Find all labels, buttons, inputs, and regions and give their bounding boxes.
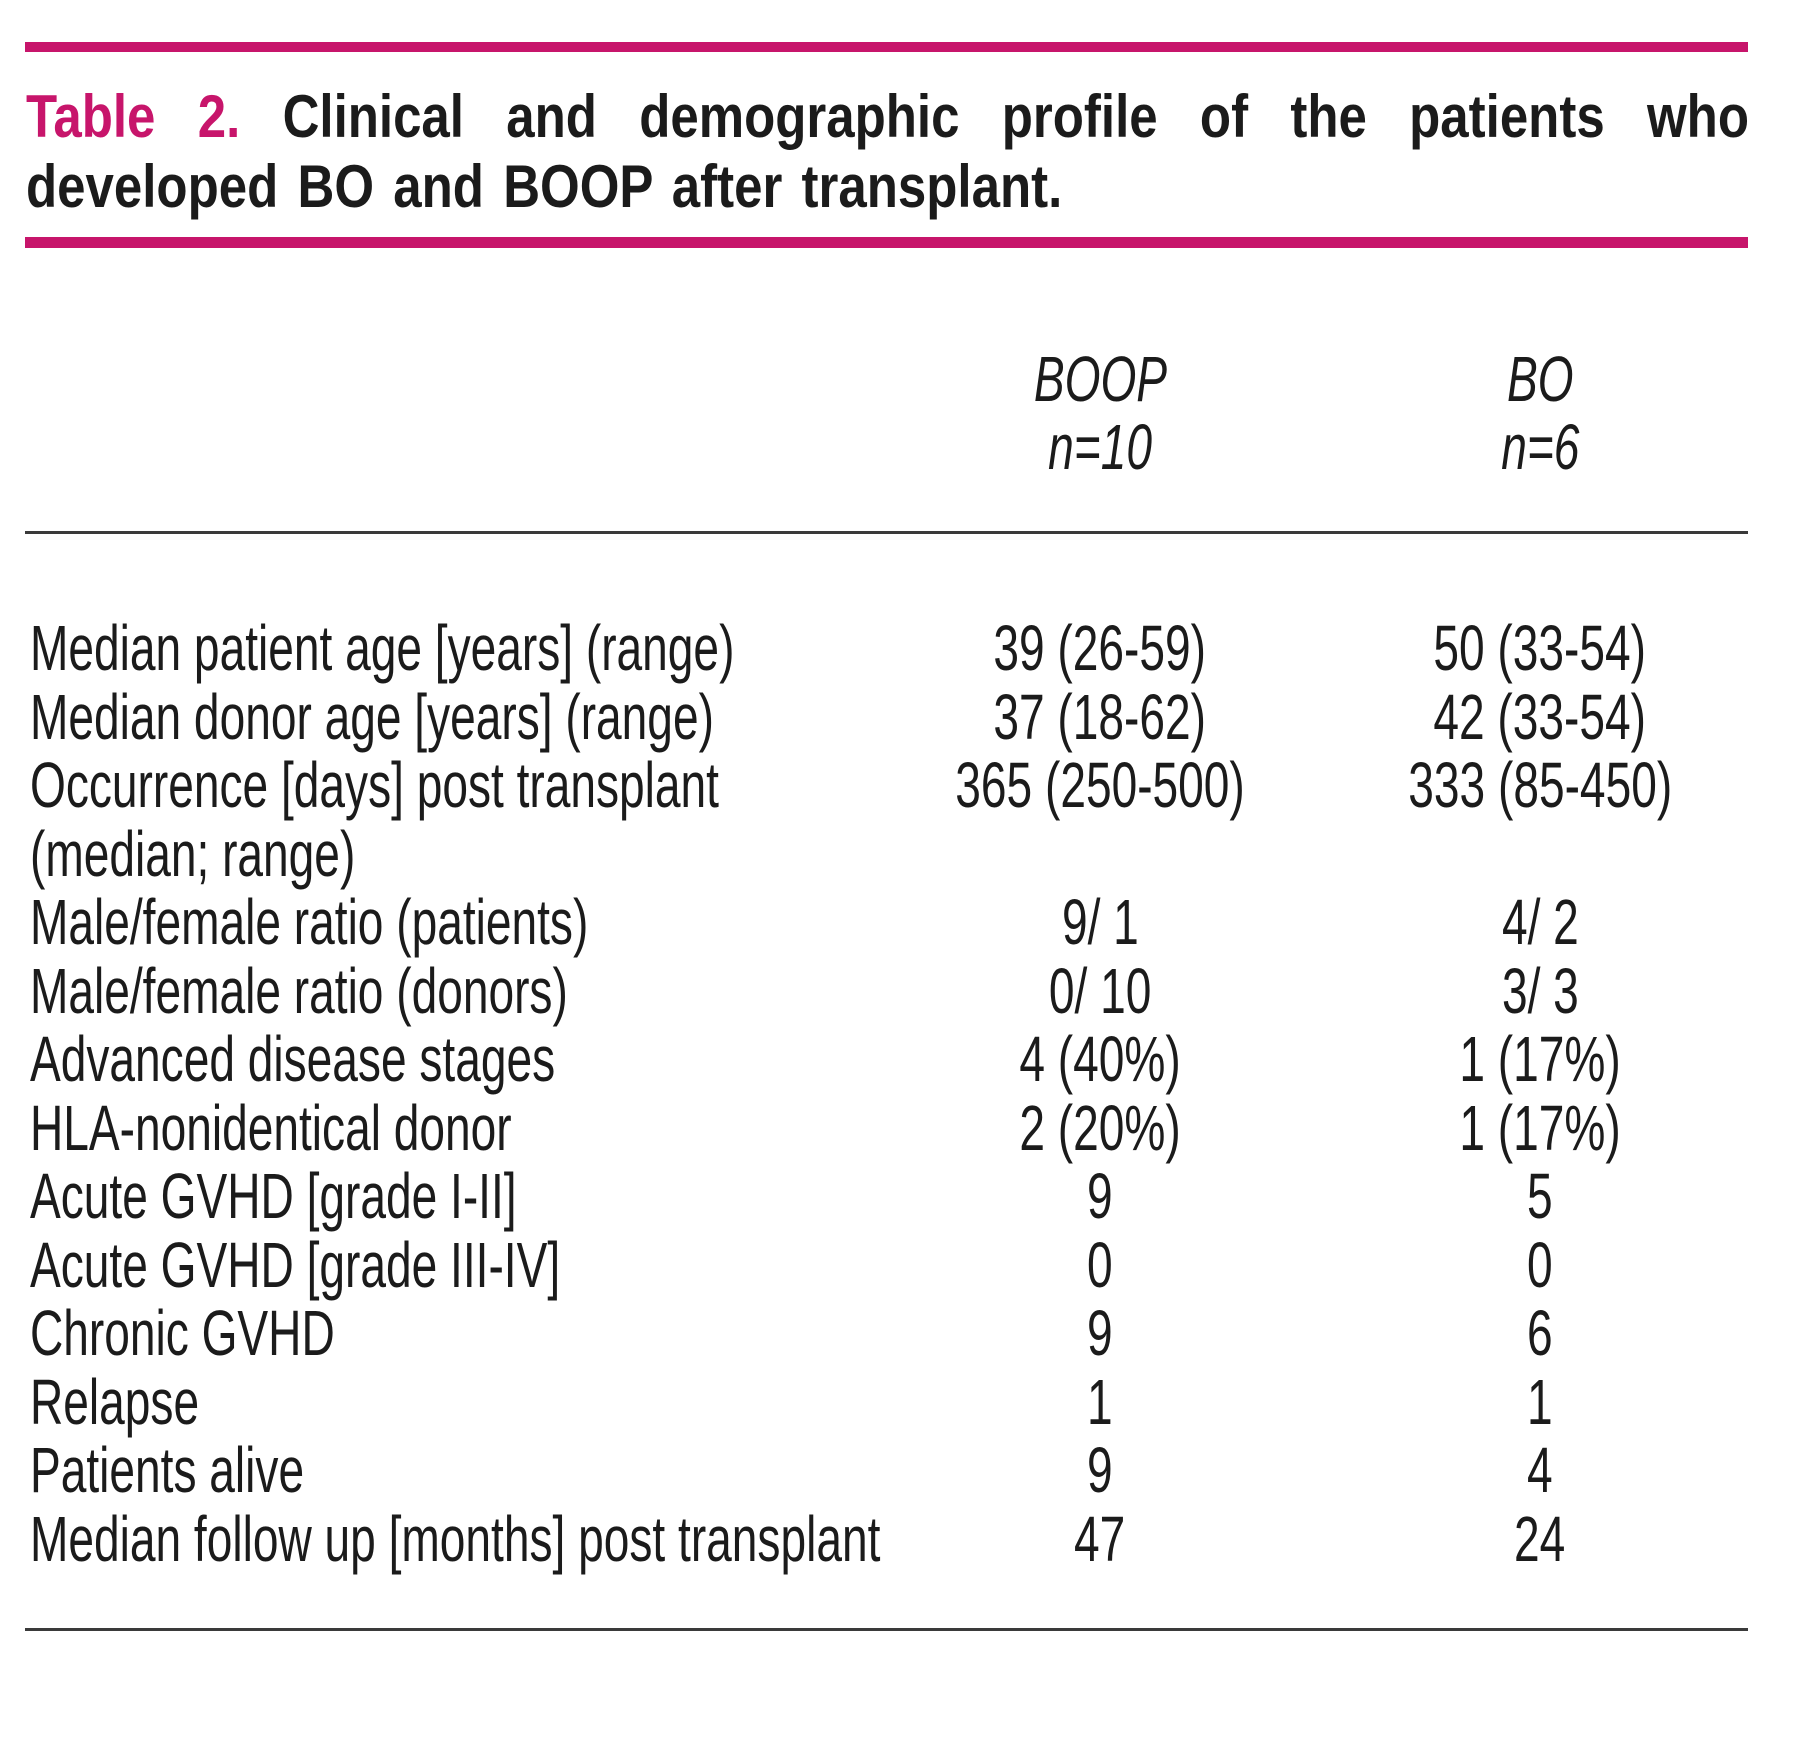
boop-value: 1 xyxy=(1087,1365,1113,1438)
row-label: (median; range) xyxy=(30,817,356,890)
bo-value: 42 (33-54) xyxy=(1433,680,1647,753)
row-label: Male/female ratio (donors) xyxy=(30,954,568,1027)
row-label: Relapse xyxy=(30,1365,200,1438)
bo-value: 333 (85-450) xyxy=(1408,749,1672,821)
row-label: Acute GVHD [grade I-II] xyxy=(30,1160,517,1232)
table-row: (median; range) xyxy=(0,817,1760,890)
bo-value: 1 (17%) xyxy=(1459,1023,1621,1095)
boop-value: 47 xyxy=(1074,1502,1126,1575)
row-label: Patients alive xyxy=(30,1434,305,1506)
row-label: Median donor age [years] (range) xyxy=(30,680,714,753)
table-row: Acute GVHD [grade III-IV] 0 0 xyxy=(0,1228,1760,1301)
row-label: Advanced disease stages xyxy=(30,1023,556,1095)
bo-value: 4 xyxy=(1527,1434,1553,1506)
column-header-empty xyxy=(30,345,880,481)
column-header-boop-name: BOOP xyxy=(1033,343,1167,415)
boop-value: 365 (250-500) xyxy=(955,749,1245,821)
accent-rule-top xyxy=(25,42,1748,52)
column-header-row: BOOP n=10 BO n=6 xyxy=(0,345,1760,481)
boop-value: 0 xyxy=(1087,1228,1113,1301)
column-header-boop: BOOP n=10 xyxy=(880,345,1320,481)
row-label: Median patient age [years] (range) xyxy=(30,612,735,684)
table-row: Relapse 1 1 xyxy=(0,1365,1760,1438)
accent-rule-below-caption xyxy=(25,237,1748,248)
table-row: Male/female ratio (patients) 9/ 1 4/ 2 xyxy=(0,888,1760,957)
boop-value: 0/ 10 xyxy=(1048,954,1152,1027)
table-caption-line1: Table 2. Clinical and demographic profil… xyxy=(26,82,1749,152)
row-label: HLA-nonidentical donor xyxy=(30,1091,512,1164)
table-row: Chronic GVHD 9 6 xyxy=(0,1299,1760,1368)
table-body: Median patient age [years] (range) 39 (2… xyxy=(0,614,1760,1573)
column-header-bo-name: BO xyxy=(1506,343,1574,415)
bo-value: 50 (33-54) xyxy=(1433,612,1647,684)
bo-value: 3/ 3 xyxy=(1501,954,1579,1027)
header-divider-rule xyxy=(25,531,1748,534)
row-label: Acute GVHD [grade III-IV] xyxy=(30,1228,561,1301)
column-header-bo: BO n=6 xyxy=(1320,345,1760,481)
table-row: Patients alive 9 4 xyxy=(0,1436,1760,1505)
bo-value: 1 (17%) xyxy=(1459,1091,1621,1164)
boop-value xyxy=(880,820,1320,889)
boop-value: 4 (40%) xyxy=(1019,1023,1181,1095)
row-label: Chronic GVHD xyxy=(30,1297,335,1369)
column-header-bo-n: n=6 xyxy=(1500,411,1580,483)
boop-value: 9 xyxy=(1087,1434,1113,1506)
bo-value: 24 xyxy=(1514,1502,1566,1575)
table-row: Median patient age [years] (range) 39 (2… xyxy=(0,614,1760,683)
table-number-label: Table 2. xyxy=(26,83,241,150)
table-title-text-2: developed BO and BOOP after transplant. xyxy=(26,153,1063,220)
row-label: Median follow up [months] post transplan… xyxy=(30,1502,881,1575)
table-row: Acute GVHD [grade I-II] 9 5 xyxy=(0,1162,1760,1231)
boop-value: 37 (18-62) xyxy=(993,680,1207,753)
bo-value: 0 xyxy=(1527,1228,1553,1301)
bo-value: 4/ 2 xyxy=(1501,886,1579,958)
table-row: Median donor age [years] (range) 37 (18-… xyxy=(0,680,1760,753)
boop-value: 9 xyxy=(1087,1297,1113,1369)
bo-value xyxy=(1320,820,1760,889)
bo-value: 5 xyxy=(1527,1160,1553,1232)
bo-value: 6 xyxy=(1527,1297,1553,1369)
table-row: Advanced disease stages 4 (40%) 1 (17%) xyxy=(0,1025,1760,1094)
boop-value: 39 (26-59) xyxy=(993,612,1207,684)
column-header-boop-n: n=10 xyxy=(1048,411,1152,483)
bo-value: 1 xyxy=(1527,1365,1553,1438)
table-row: HLA-nonidentical donor 2 (20%) 1 (17%) xyxy=(0,1091,1760,1164)
table-row: Occurrence [days] post transplant 365 (2… xyxy=(0,751,1760,820)
boop-value: 9 xyxy=(1087,1160,1113,1232)
footer-rule xyxy=(25,1628,1748,1631)
table-row: Male/female ratio (donors) 0/ 10 3/ 3 xyxy=(0,954,1760,1027)
boop-value: 2 (20%) xyxy=(1019,1091,1181,1164)
row-label: Occurrence [days] post transplant xyxy=(30,749,719,821)
row-label: Male/female ratio (patients) xyxy=(30,886,589,958)
boop-value: 9/ 1 xyxy=(1061,886,1139,958)
table-title-text-1: Clinical and demographic profile of the … xyxy=(282,83,1749,150)
table-row: Median follow up [months] post transplan… xyxy=(0,1502,1760,1575)
table-caption: Table 2. Clinical and demographic profil… xyxy=(26,82,1749,222)
